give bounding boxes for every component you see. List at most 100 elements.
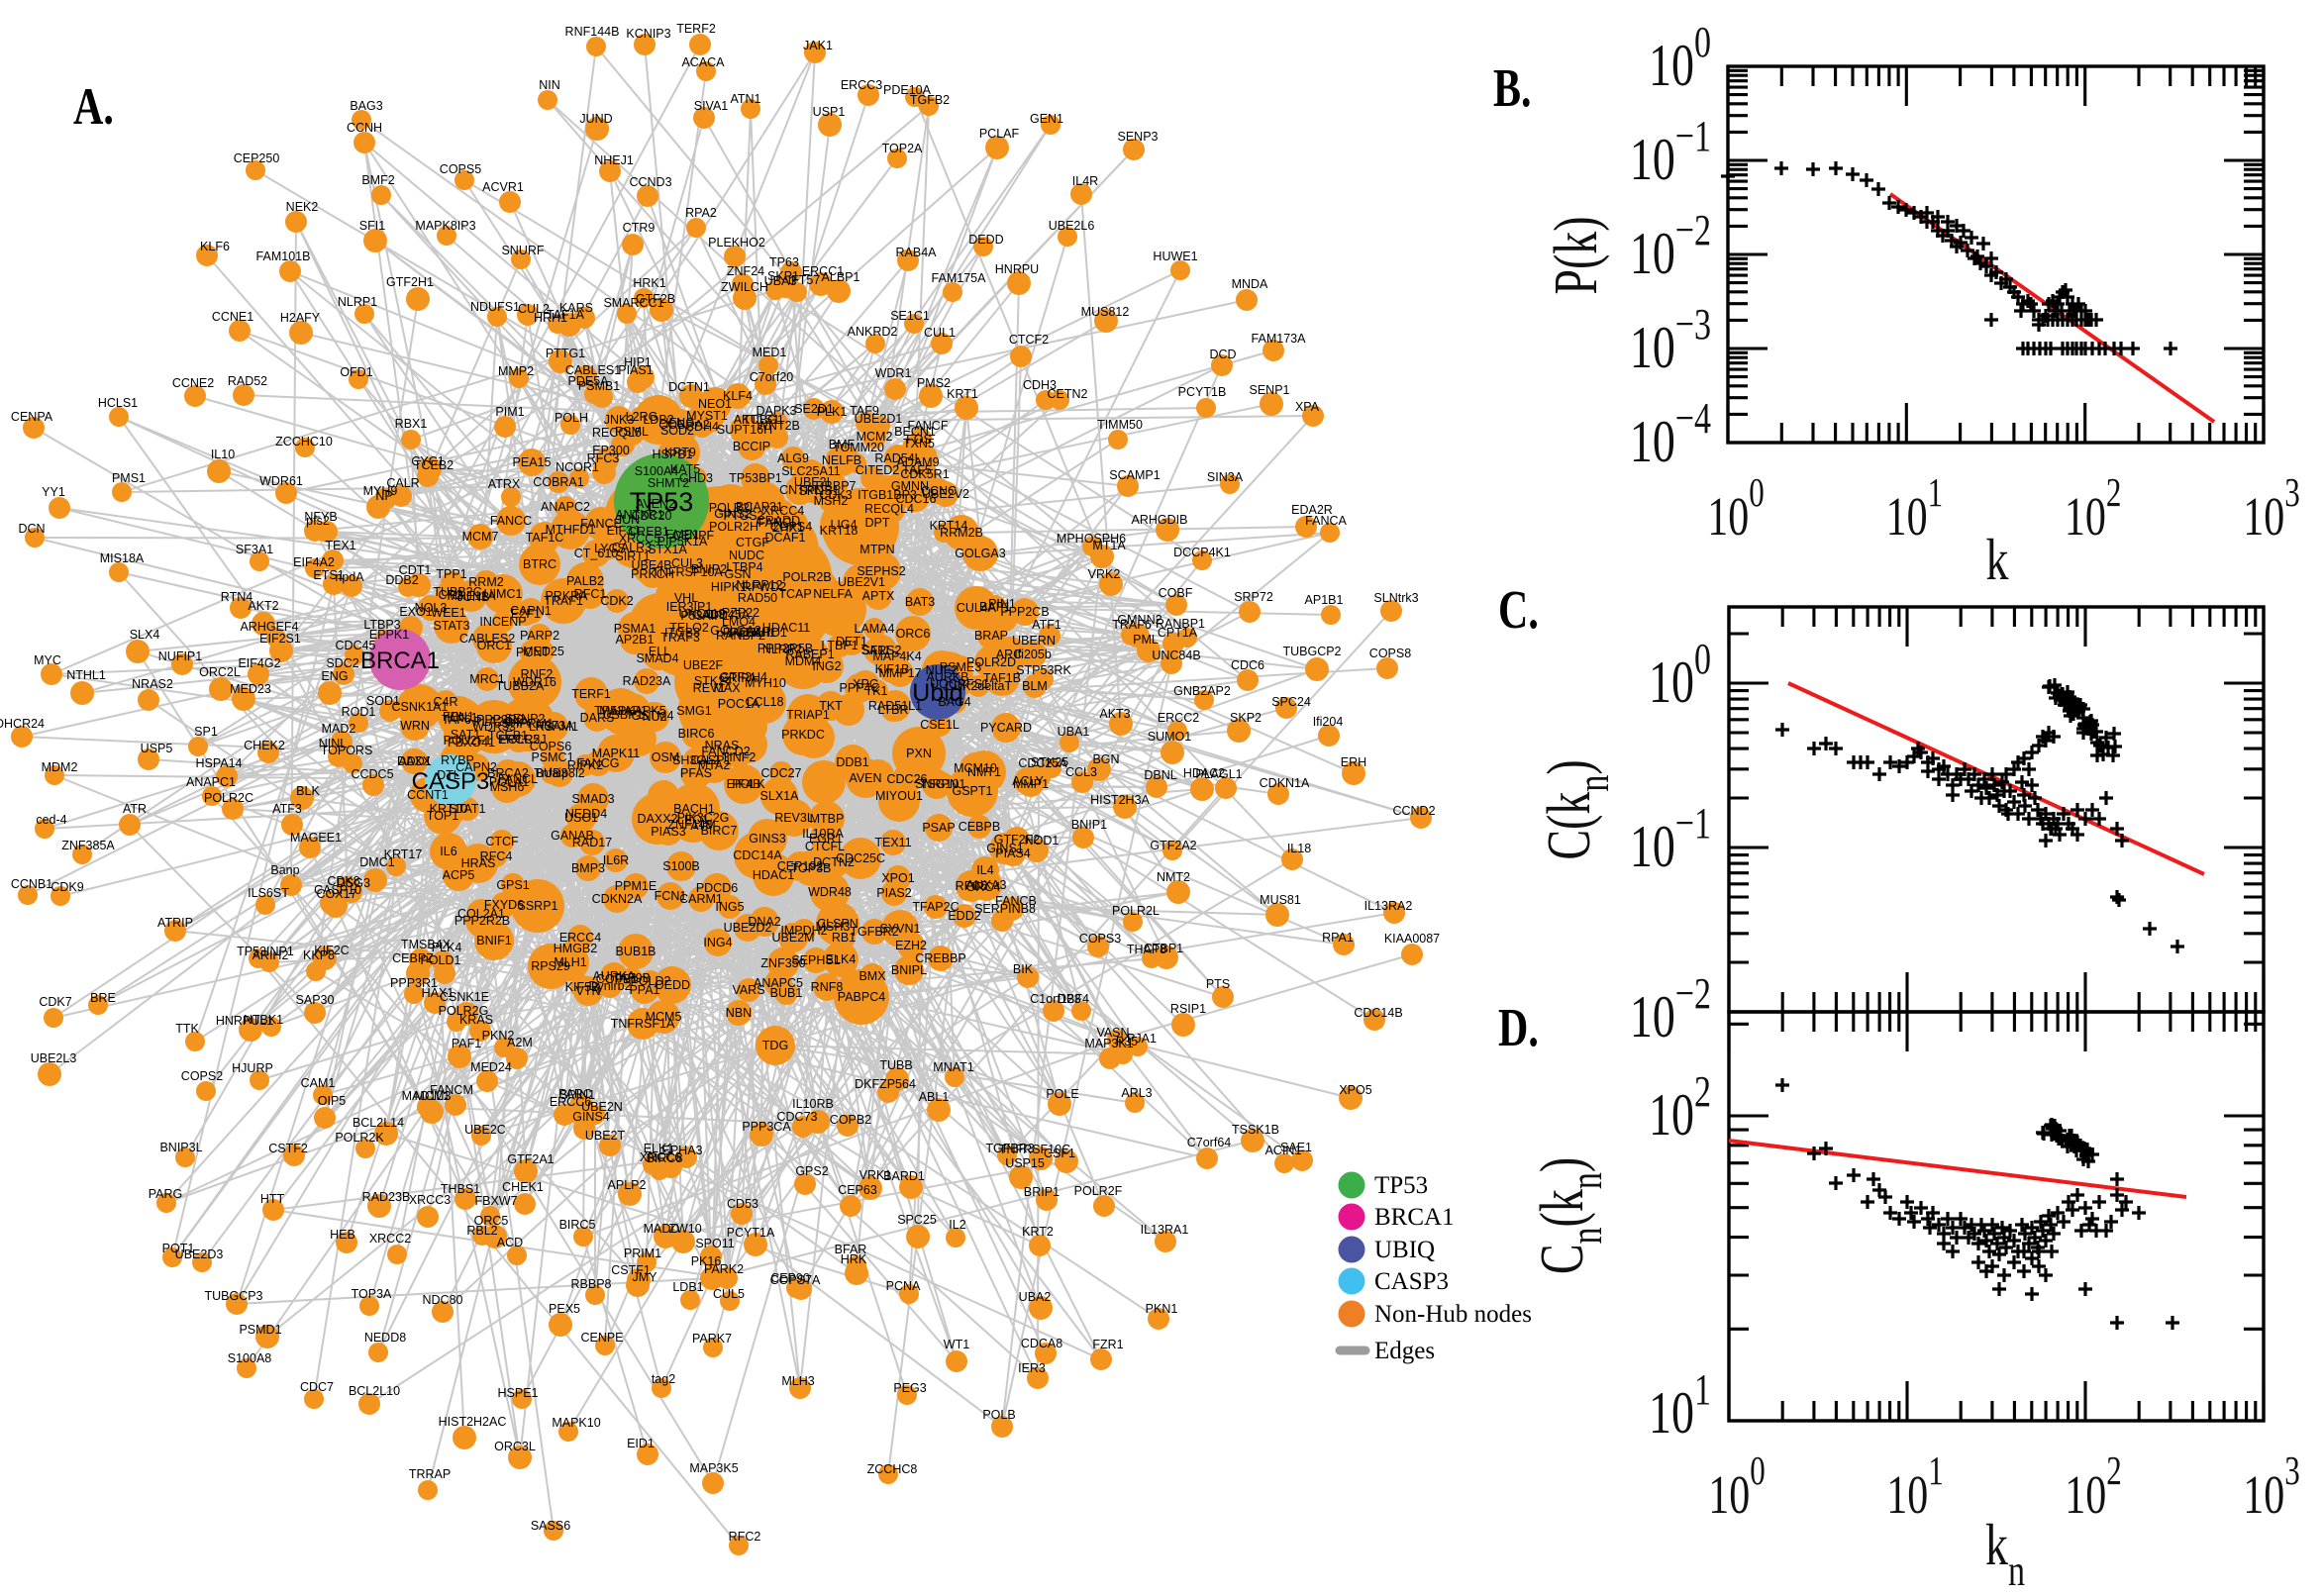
- svg-text:VHL: VHL: [674, 591, 698, 605]
- svg-text:FAM173A: FAM173A: [1252, 332, 1307, 346]
- svg-text:RAB4A: RAB4A: [896, 246, 938, 259]
- svg-text:CRADD: CRADD: [757, 514, 800, 528]
- svg-text:CSE1L: CSE1L: [920, 718, 960, 732]
- svg-text:WRN: WRN: [400, 719, 430, 733]
- svg-text:SNURF: SNURF: [501, 244, 544, 257]
- svg-text:IER3IP1: IER3IP1: [666, 600, 713, 614]
- svg-text:KLF6: KLF6: [200, 240, 230, 253]
- svg-text:MYH10: MYH10: [745, 676, 786, 690]
- svg-text:GADD45A: GADD45A: [692, 608, 751, 622]
- svg-text:HJURP: HJURP: [232, 1061, 273, 1075]
- svg-text:IL10RA: IL10RA: [802, 827, 844, 841]
- svg-text:PABPC4: PABPC4: [838, 990, 885, 1004]
- svg-text:TUBB2A: TUBB2A: [496, 679, 545, 693]
- svg-text:BIRC7: BIRC7: [701, 824, 738, 838]
- svg-text:BIRC8: BIRC8: [647, 1151, 683, 1165]
- svg-text:ALBP1: ALBP1: [822, 270, 860, 284]
- svg-text:BAG3: BAG3: [350, 99, 382, 113]
- svg-text:BMF: BMF: [829, 438, 856, 451]
- svg-text:HDAC1: HDAC1: [753, 868, 794, 882]
- svg-text:LYCS: LYCS: [594, 542, 626, 555]
- svg-text:MCM5: MCM5: [646, 1010, 682, 1024]
- svg-text:PCNA: PCNA: [886, 1279, 921, 1293]
- svg-text:PMS2: PMS2: [917, 376, 951, 390]
- svg-text:NELFB: NELFB: [822, 453, 861, 467]
- svg-text:C1orf123: C1orf123: [1030, 992, 1080, 1006]
- svg-text:ARHGDIB: ARHGDIB: [1132, 513, 1188, 527]
- svg-text:VRK2: VRK2: [1088, 567, 1121, 581]
- svg-text:CABLES2: CABLES2: [459, 632, 515, 646]
- svg-text:GTF2H4: GTF2H4: [720, 670, 767, 684]
- svg-text:CAM1: CAM1: [301, 1076, 336, 1090]
- svg-text:WEE1: WEE1: [431, 606, 465, 620]
- svg-text:FBXO41: FBXO41: [448, 736, 495, 749]
- svg-text:CEBPZ: CEBPZ: [392, 951, 434, 965]
- svg-text:10−2: 10−2: [1630, 969, 1711, 1050]
- svg-text:EIF4A2: EIF4A2: [293, 555, 335, 569]
- svg-text:DDB2: DDB2: [385, 573, 418, 587]
- svg-text:RBBP8: RBBP8: [571, 1277, 612, 1291]
- svg-text:HIP1: HIP1: [624, 355, 652, 369]
- svg-text:HNRPUL1: HNRPUL1: [216, 1014, 273, 1028]
- svg-text:PIAS1: PIAS1: [618, 363, 653, 377]
- svg-text:CD53: CD53: [727, 1197, 758, 1211]
- svg-text:CCND2: CCND2: [1392, 804, 1435, 818]
- svg-text:DAXX2: DAXX2: [638, 812, 678, 826]
- svg-text:RB1: RB1: [832, 931, 856, 945]
- svg-text:PDE5A: PDE5A: [568, 374, 610, 388]
- svg-text:GTF2A1: GTF2A1: [507, 1152, 554, 1166]
- svg-text:ATR: ATR: [123, 802, 147, 816]
- svg-text:GANAB: GANAB: [551, 829, 594, 843]
- svg-text:TAF5: TAF5: [902, 463, 932, 477]
- svg-text:NHEJ1: NHEJ1: [594, 153, 634, 167]
- svg-text:APLP2: APLP2: [608, 1178, 647, 1192]
- svg-text:SKP2: SKP2: [1230, 711, 1262, 725]
- svg-text:NBN: NBN: [726, 1006, 752, 1020]
- svg-text:COBRA1: COBRA1: [533, 475, 583, 489]
- svg-text:UBE2V1: UBE2V1: [838, 575, 885, 589]
- svg-text:PTGS2: PTGS2: [724, 509, 764, 523]
- svg-text:KRT18: KRT18: [820, 524, 858, 538]
- svg-text:BGN: BGN: [1092, 752, 1119, 766]
- svg-text:GOLGA2: GOLGA2: [710, 624, 760, 638]
- svg-text:NUF2: NUF2: [926, 663, 959, 677]
- svg-text:ING2: ING2: [812, 659, 841, 673]
- svg-text:GRIPA: GRIPA: [719, 671, 758, 685]
- svg-text:ANTXR1: ANTXR1: [615, 508, 663, 522]
- svg-text:CHEK2: CHEK2: [244, 739, 285, 752]
- svg-text:FCN1: FCN1: [655, 889, 687, 903]
- svg-text:SMAD3: SMAD3: [571, 792, 614, 806]
- svg-text:NP: NP: [375, 489, 392, 503]
- svg-text:FZR1: FZR1: [1092, 1338, 1123, 1351]
- svg-text:KARS: KARS: [559, 301, 593, 315]
- svg-text:DBF4: DBF4: [1058, 992, 1089, 1006]
- svg-text:CDC20: CDC20: [632, 509, 672, 523]
- svg-text:MMP17: MMP17: [878, 666, 921, 680]
- svg-text:OIP5: OIP5: [318, 1094, 347, 1108]
- svg-text:MRC1: MRC1: [469, 672, 504, 686]
- svg-text:ARHGEF4: ARHGEF4: [240, 620, 298, 634]
- svg-text:ATF3: ATF3: [272, 802, 302, 816]
- svg-text:UQCRFS1: UQCRFS1: [930, 677, 989, 691]
- svg-text:HIST2H3A: HIST2H3A: [1090, 793, 1150, 807]
- svg-text:SFI1: SFI1: [359, 219, 385, 233]
- svg-text:PSMD1: PSMD1: [239, 1323, 281, 1337]
- svg-text:JUN: JUN: [616, 513, 640, 527]
- svg-text:NTHL1: NTHL1: [66, 668, 106, 682]
- svg-text:CDC14B: CDC14B: [1354, 1006, 1402, 1020]
- svg-text:IL6R: IL6R: [603, 853, 629, 867]
- svg-text:PDCD6: PDCD6: [696, 881, 738, 895]
- svg-text:TP53: TP53: [1374, 1172, 1428, 1199]
- svg-text:HSPB1: HSPB1: [653, 448, 693, 461]
- svg-text:POLD1: POLD1: [421, 953, 461, 967]
- svg-text:UBE2L6: UBE2L6: [1049, 219, 1095, 233]
- svg-text:TGFBR3: TGFBR3: [985, 1142, 1034, 1155]
- svg-text:A2M: A2M: [507, 1036, 533, 1049]
- svg-text:SOD2: SOD2: [660, 424, 694, 438]
- svg-text:MIYOU1: MIYOU1: [875, 789, 923, 803]
- svg-text:TCAP: TCAP: [778, 587, 811, 601]
- svg-text:AKT2: AKT2: [248, 599, 278, 613]
- svg-text:PCNT: PCNT: [516, 646, 550, 659]
- svg-text:101: 101: [1886, 470, 1943, 548]
- svg-text:COX17: COX17: [317, 887, 357, 901]
